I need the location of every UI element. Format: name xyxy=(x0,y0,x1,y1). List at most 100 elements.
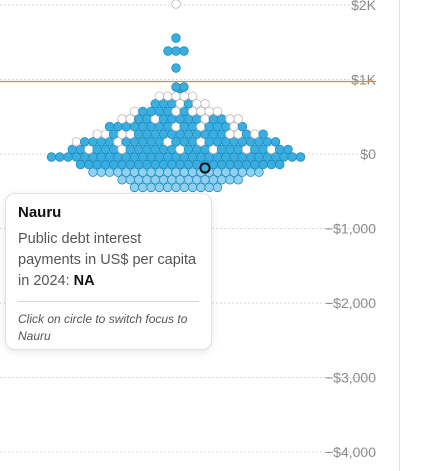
country-dot xyxy=(204,137,214,147)
country-dot xyxy=(216,114,227,124)
country-dot xyxy=(162,106,173,117)
country-dot xyxy=(204,152,214,162)
country-dot xyxy=(117,114,127,124)
country-dot xyxy=(71,152,82,162)
country-dot xyxy=(121,121,131,132)
country-dot xyxy=(117,175,127,185)
country-dot xyxy=(250,159,260,170)
country-dot xyxy=(254,152,264,162)
country-dot xyxy=(138,137,148,147)
country-dot xyxy=(158,175,169,185)
country-dot xyxy=(212,167,223,177)
country-dot xyxy=(121,152,131,162)
country-dot xyxy=(117,129,127,139)
country-dot xyxy=(221,137,231,147)
country-dot xyxy=(221,167,231,177)
country-dot xyxy=(204,106,214,117)
country-dot xyxy=(187,106,198,117)
country-dot xyxy=(200,144,210,155)
country-dot xyxy=(125,159,136,170)
country-dot xyxy=(175,175,185,185)
country-dot xyxy=(187,182,198,193)
country-dot xyxy=(129,121,140,132)
country-dot xyxy=(158,114,169,124)
country-dot xyxy=(67,144,77,155)
country-dot xyxy=(212,182,223,193)
country-dot xyxy=(129,137,140,147)
country-dot xyxy=(55,152,65,162)
country-dot xyxy=(104,121,115,132)
country-dot xyxy=(162,91,173,101)
country-dot xyxy=(216,129,227,139)
country-dot xyxy=(225,159,235,170)
country-dot xyxy=(266,144,277,155)
country-dot xyxy=(245,137,256,147)
country-dot xyxy=(171,167,181,177)
country-dot xyxy=(96,152,107,162)
country-dot xyxy=(212,137,223,147)
country-dot xyxy=(142,144,152,155)
country-dot xyxy=(75,159,86,170)
country-dot xyxy=(113,137,123,147)
country-dot xyxy=(171,46,181,56)
country-dot xyxy=(109,159,119,170)
country-dot xyxy=(150,144,160,155)
country-dot xyxy=(63,152,73,162)
tooltip-value: NA xyxy=(73,273,95,289)
country-dot xyxy=(212,106,223,117)
country-dot xyxy=(241,159,252,170)
country-dot xyxy=(179,46,189,56)
country-dot xyxy=(150,159,160,170)
country-dot xyxy=(88,167,98,177)
country-dot xyxy=(229,152,239,162)
country-dot xyxy=(225,114,235,124)
country-dot xyxy=(212,152,223,162)
country-dot xyxy=(88,152,98,162)
country-dot xyxy=(154,106,165,117)
country-dot xyxy=(129,167,140,177)
country-dot xyxy=(237,167,248,177)
country-dot xyxy=(179,121,190,132)
country-dot xyxy=(241,144,252,155)
country-dot xyxy=(250,144,260,155)
country-dot xyxy=(109,144,119,155)
country-dot xyxy=(158,99,169,109)
country-dot xyxy=(175,144,185,155)
country-dot xyxy=(121,137,131,147)
country-dot xyxy=(142,129,152,139)
country-dot xyxy=(162,167,173,177)
country-dot xyxy=(109,129,119,139)
country-dot xyxy=(175,159,185,170)
country-dot xyxy=(154,91,165,101)
country-dot xyxy=(208,144,219,155)
country-dot xyxy=(171,82,181,92)
country-dot xyxy=(88,137,98,147)
country-dot xyxy=(158,129,169,139)
country-dot xyxy=(171,137,181,147)
country-dot xyxy=(146,106,156,117)
country-dot xyxy=(96,137,107,147)
country-dot xyxy=(200,99,210,109)
country-dot xyxy=(270,137,281,147)
country-dot xyxy=(179,182,190,193)
country-dot xyxy=(196,182,206,193)
country-dot xyxy=(204,182,214,193)
country-dot xyxy=(92,129,102,139)
y-tick-label: −$3,000 xyxy=(325,370,376,386)
country-dot xyxy=(196,137,206,147)
country-dot xyxy=(221,121,231,132)
country-dot xyxy=(295,152,306,162)
country-dot xyxy=(196,106,206,117)
country-dot xyxy=(192,99,202,109)
country-dot xyxy=(233,175,243,185)
country-dot xyxy=(133,175,144,185)
country-dot xyxy=(158,144,169,155)
country-dot xyxy=(92,144,102,155)
y-tick-label: $0 xyxy=(360,146,376,162)
country-dot xyxy=(183,159,194,170)
country-dot xyxy=(237,152,248,162)
country-dot xyxy=(154,137,165,147)
country-dot xyxy=(154,152,165,162)
country-dot xyxy=(129,106,140,117)
country-dot xyxy=(266,159,277,170)
